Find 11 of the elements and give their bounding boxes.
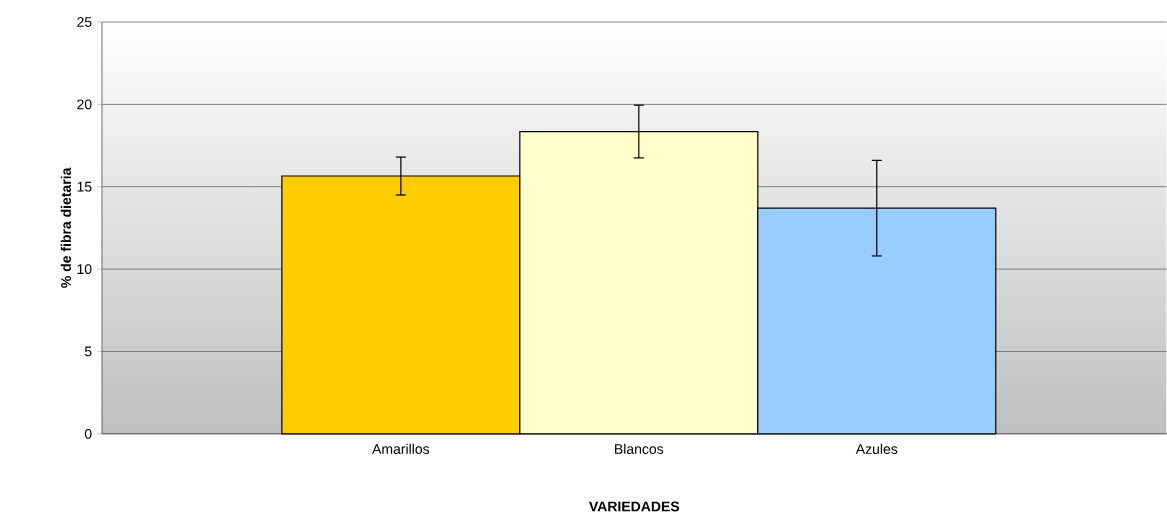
- y-axis-title: % de fibra dietaria: [60, 167, 72, 288]
- x-tick-label: Amarillos: [372, 443, 430, 455]
- x-axis-title: VARIEDADES: [589, 501, 680, 512]
- x-tick-label: Blancos: [615, 443, 664, 455]
- y-tick-label: 10: [77, 264, 92, 275]
- y-tick-label: 20: [77, 99, 92, 110]
- x-tick-label: Azules: [855, 443, 898, 455]
- y-tick-label: 5: [84, 346, 92, 357]
- y-tick-label: 25: [77, 17, 92, 28]
- y-tick-label: 15: [77, 181, 92, 192]
- y-tick-label: 0: [84, 428, 92, 439]
